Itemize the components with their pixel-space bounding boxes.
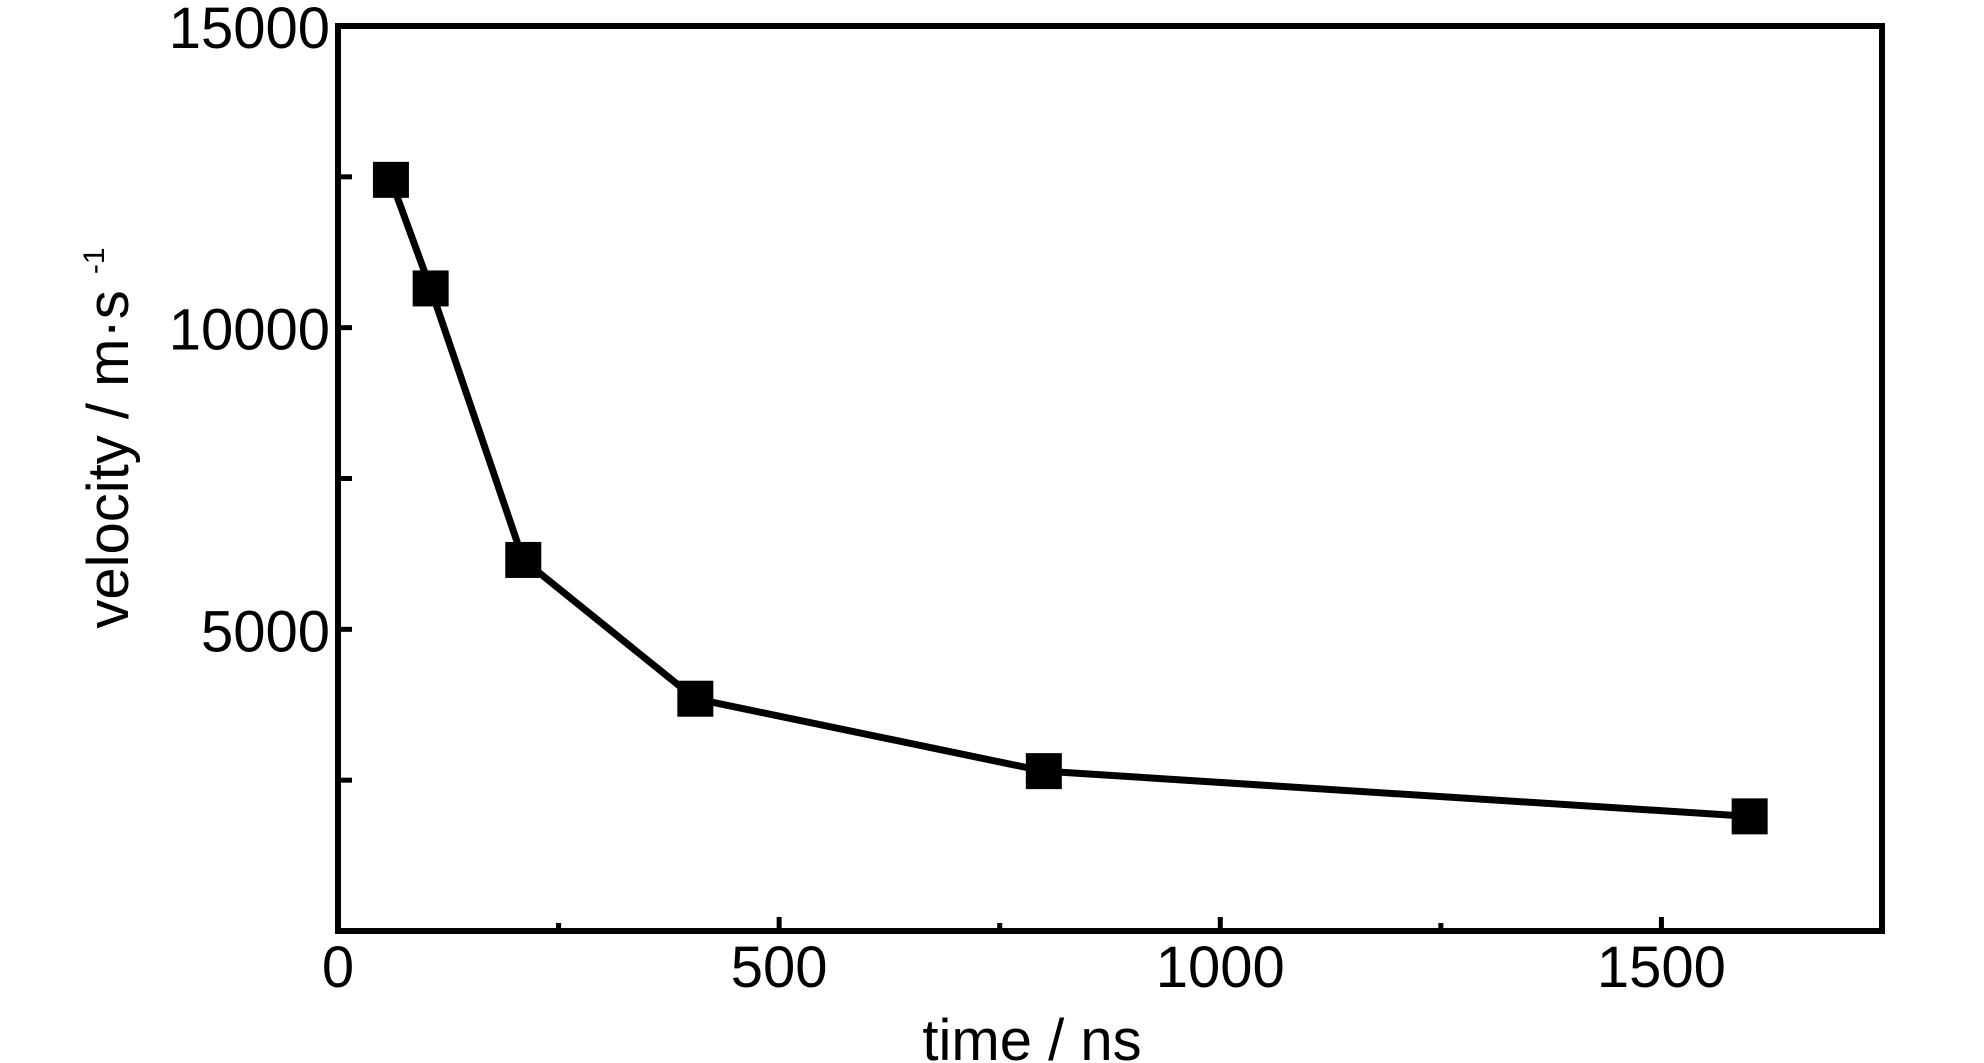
y-axis-title: velocity / m·s -1 <box>76 247 141 628</box>
x-axis-title: time / ns <box>922 1008 1141 1063</box>
series-0-point-2 <box>505 541 542 578</box>
y-tick-label-1: 10000 <box>169 298 330 363</box>
series-0-line <box>387 178 1750 820</box>
x-tick-label-2: 1000 <box>1156 935 1285 1000</box>
plot-frame <box>335 23 1885 934</box>
y-axis-title-superscript: -1 <box>78 247 111 274</box>
series-0-point-1 <box>412 270 449 307</box>
x-tick-label-1: 500 <box>731 935 828 1000</box>
axis-ticks <box>335 23 1664 931</box>
series-0-point-5 <box>1731 798 1768 835</box>
x-tick-label-3: 1500 <box>1597 935 1726 1000</box>
y-tick-label-2: 15000 <box>169 0 330 61</box>
series-0-point-0 <box>372 161 409 198</box>
x-tick-label-0: 0 <box>322 935 354 1000</box>
y-tick-label-0: 5000 <box>201 599 330 664</box>
data-series <box>372 161 1768 835</box>
y-axis-title-main: velocity / m·s <box>76 290 141 628</box>
axis-tick-labels: 0 500 1000 1500 5000 10000 15000 <box>169 0 1726 1000</box>
series-0-point-4 <box>1025 753 1062 790</box>
series-0-point-3 <box>677 680 714 717</box>
